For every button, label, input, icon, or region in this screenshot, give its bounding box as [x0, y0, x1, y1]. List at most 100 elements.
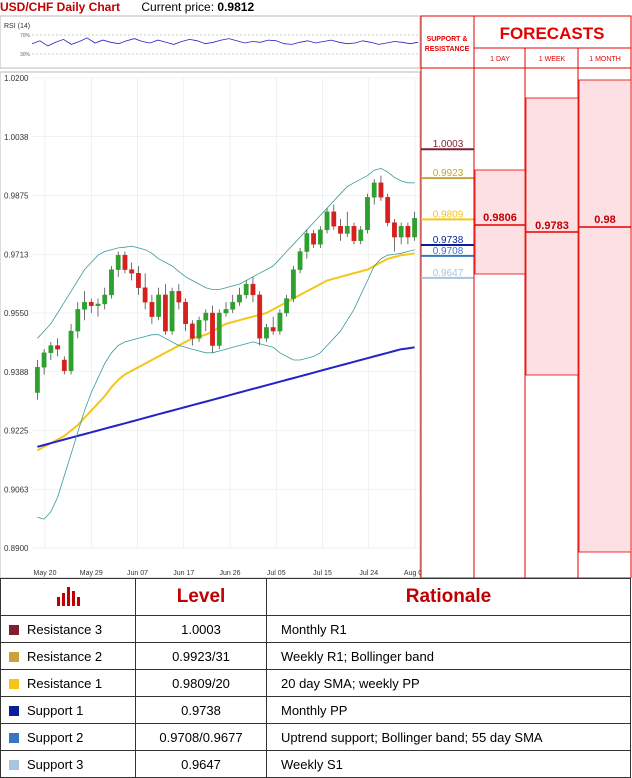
candle-body [358, 229, 364, 241]
row-rationale: 20 day SMA; weekly PP [266, 669, 631, 697]
levels-table-header: Level Rationale [0, 578, 631, 616]
candle-body [75, 309, 81, 332]
support-resistance-panel: SUPPORT & RESISTANCE 1.0003 0.9923 0.9809 0… [420, 15, 475, 578]
forecast-col-1month: 1 MONTH [589, 56, 621, 63]
candle-body [277, 312, 283, 332]
forecast-col-1week: 1 WEEK [539, 56, 566, 63]
row-name: Support 3 [0, 750, 136, 778]
candle-body [304, 233, 310, 252]
candle-body [68, 330, 74, 372]
row-name-label: Resistance 1 [27, 675, 103, 691]
candle-body [82, 301, 87, 310]
candle-body [162, 294, 168, 332]
candle-body [243, 283, 249, 296]
candle-body [324, 211, 330, 231]
x-tick-label: Jun 26 [219, 570, 240, 577]
candle-body [344, 226, 350, 234]
candle-body [392, 222, 397, 238]
row-rationale: Weekly S1 [266, 750, 631, 778]
candle-body [290, 269, 296, 299]
candle-body [284, 298, 290, 314]
row-name-label: Support 2 [27, 729, 84, 745]
candle-body [331, 211, 337, 227]
candle-body [378, 182, 384, 198]
candle-body [115, 254, 121, 270]
y-tick-label: 1.0038 [4, 133, 29, 142]
x-tick-label: Jul 15 [313, 570, 332, 577]
candle-body [189, 323, 195, 339]
candle-body [351, 226, 357, 241]
color-swatch [9, 624, 19, 635]
bars-logo-icon [0, 578, 136, 616]
x-tick-label: Aug 02 [404, 570, 426, 577]
candle-body [109, 269, 114, 296]
row-level: 0.9647 [135, 750, 267, 778]
chart-title: USD/CHF Daily Chart [0, 0, 121, 14]
forecast-col-1day: 1 DAY [490, 56, 510, 63]
indicator-line [36, 252, 415, 452]
level-label: 1.0003 [433, 139, 464, 150]
candle-body [230, 301, 236, 310]
level-header: Level [135, 578, 267, 616]
level-label: 0.9708 [433, 246, 464, 257]
table-row: Support 1 0.9738 Monthly PP [0, 696, 631, 724]
level-label: 0.9809 [433, 209, 464, 220]
row-name-label: Support 3 [27, 756, 84, 772]
row-rationale: Uptrend support; Bollinger band; 55 day … [266, 723, 631, 751]
table-row: Support 3 0.9647 Weekly S1 [0, 750, 631, 778]
forecast-1week-range [525, 97, 579, 376]
x-tick-label: May 29 [80, 570, 103, 577]
candle-body [196, 320, 202, 339]
row-name: Resistance 1 [0, 669, 136, 697]
candle-body [61, 359, 67, 372]
forecasts-title: FORECASTS [500, 24, 605, 43]
candle-body [34, 367, 40, 393]
candle-body [136, 273, 141, 288]
row-name: Resistance 3 [0, 615, 136, 643]
indicator-line [37, 249, 415, 520]
forecast-1day-range [474, 169, 526, 275]
candle-body [371, 182, 377, 198]
candle-body [102, 294, 108, 305]
candle-body [365, 197, 370, 231]
rsi-panel: RSI (14) 70% 30% [0, 15, 421, 69]
forecast-1month-range [578, 79, 632, 553]
x-tick-label: Jun 07 [127, 570, 148, 577]
row-level: 0.9738 [135, 696, 267, 724]
rsi-label: RSI (14) [4, 23, 30, 30]
price-value: 0.9812 [217, 0, 255, 14]
candle-body [317, 229, 323, 245]
row-name-label: Resistance 2 [27, 648, 103, 664]
support-label-1: SUPPORT & [427, 36, 468, 43]
chart-header: USD/CHF Daily Chart Current price: 0.981… [0, 0, 420, 16]
x-tick-label: May 20 [34, 570, 57, 577]
row-name: Resistance 2 [0, 642, 136, 670]
candle-body [95, 303, 101, 306]
color-swatch [9, 732, 19, 743]
forecast-1week-value: 0.9783 [535, 220, 569, 232]
candle-body [338, 226, 343, 234]
y-tick-label: 0.9063 [4, 485, 29, 494]
color-swatch [9, 759, 19, 770]
y-tick-label: 0.9225 [4, 427, 29, 436]
forecasts-panel: FORECASTS 1 DAY 1 WEEK 1 MONTH 0.9806 0.… [473, 15, 632, 578]
candle-body [156, 294, 162, 317]
row-name-label: Support 1 [27, 702, 84, 718]
candle-body [48, 345, 54, 353]
rsi-level-high: 70% [20, 33, 31, 39]
y-tick-label: 0.9550 [4, 309, 29, 318]
candle-body [264, 327, 269, 339]
price-chart: 1.0200 1.0038 0.9875 0.9713 0.9550 0.9388 0.92… [0, 71, 426, 578]
rsi-level-low: 30% [20, 52, 31, 58]
candle-body [122, 254, 128, 270]
rsi-line [31, 37, 419, 47]
rationale-header: Rationale [266, 578, 631, 616]
candle-body [257, 294, 263, 339]
table-row: Resistance 3 1.0003 Monthly R1 [0, 615, 631, 643]
candle-body [216, 312, 222, 346]
x-tick-label: Jun 17 [173, 570, 194, 577]
candle-body [311, 233, 316, 245]
row-level: 0.9923/31 [135, 642, 267, 670]
row-level: 0.9809/20 [135, 669, 267, 697]
bar-chart-icon [57, 586, 80, 606]
